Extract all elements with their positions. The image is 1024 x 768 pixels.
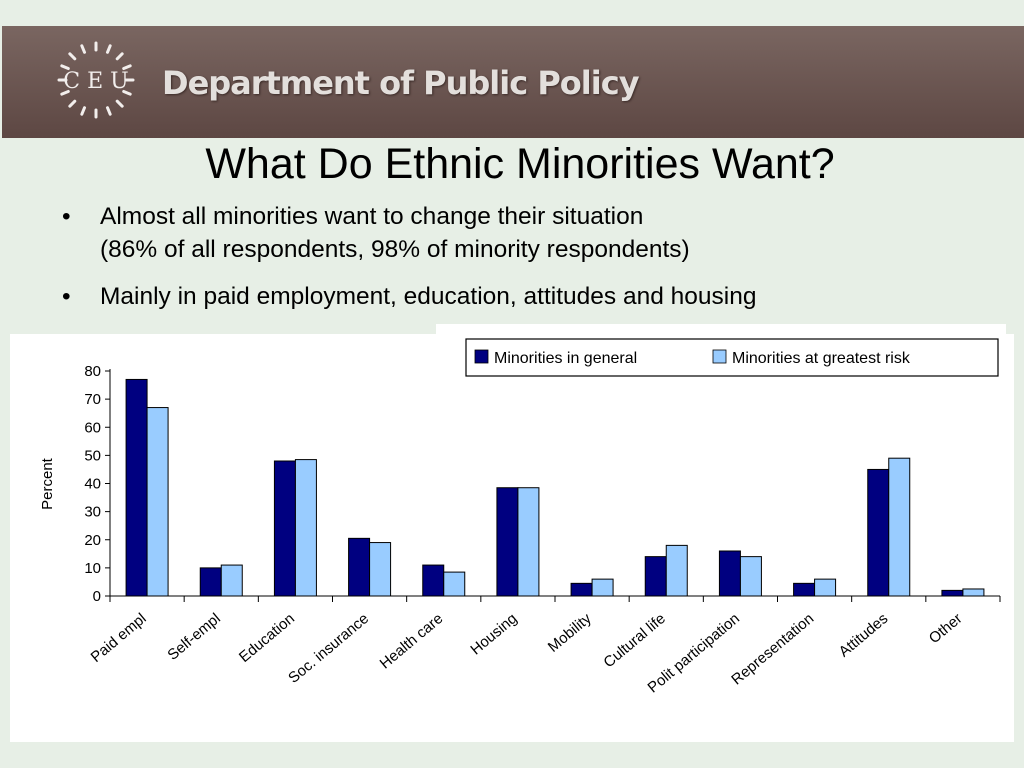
bar-risk xyxy=(739,556,762,597)
bar-risk xyxy=(888,457,911,597)
bar-general xyxy=(199,567,222,597)
bar-general xyxy=(570,582,593,597)
chart-legend: Minorities in general Minorities at grea… xyxy=(465,338,999,377)
slide-title: What Do Ethnic Minorities Want? xyxy=(205,140,835,188)
y-tick-label: 60 xyxy=(84,419,101,436)
bar-risk xyxy=(146,407,169,597)
logo-ray xyxy=(105,106,112,116)
department-title: Department of Public Policy xyxy=(162,64,640,102)
legend-label-risk: Minorities at greatest risk xyxy=(732,350,911,367)
bar-general xyxy=(496,487,519,597)
bullet-marker: • xyxy=(62,203,71,230)
logo-ray xyxy=(115,99,124,108)
ceu-logo: C E U xyxy=(57,41,135,119)
y-tick-label: 70 xyxy=(84,391,101,408)
x-tick-label: Housing xyxy=(467,610,520,658)
logo-ray xyxy=(80,44,87,54)
logo-star-icon xyxy=(57,41,135,119)
x-tick-label: Cultural life xyxy=(600,610,668,671)
x-tick-label: Other xyxy=(926,610,966,647)
logo-ray xyxy=(80,106,87,116)
bars xyxy=(125,378,985,597)
legend-frame xyxy=(465,338,999,377)
x-tick-label: Health care xyxy=(377,610,447,672)
logo-ray xyxy=(68,52,77,61)
bar-risk xyxy=(962,588,985,597)
bar-risk xyxy=(369,542,392,597)
bullet-text: Mainly in paid employment, education, at… xyxy=(100,283,757,310)
y-tick-label: 10 xyxy=(84,560,101,577)
legend-swatch-general xyxy=(474,349,489,364)
bar-general xyxy=(644,556,667,597)
logo-ray xyxy=(60,64,70,71)
logo-ray xyxy=(115,52,124,61)
bar-risk xyxy=(294,459,317,597)
legend-label-general: Minorities in general xyxy=(494,350,637,367)
y-tick-label: 80 xyxy=(84,363,101,380)
y-tick-label: 0 xyxy=(93,588,101,605)
bar-risk xyxy=(665,544,688,597)
header-banner xyxy=(2,26,1024,138)
logo-ray xyxy=(105,44,112,54)
bar-risk xyxy=(517,487,540,597)
legend-swatch-risk xyxy=(712,349,727,364)
y-tick-label: 40 xyxy=(84,476,101,493)
bar-general xyxy=(125,378,148,597)
x-tick-label: Soc. insurance xyxy=(285,610,372,687)
y-axis-label: Percent xyxy=(39,457,56,510)
y-tick-label: 20 xyxy=(84,532,101,549)
x-tick-label: Education xyxy=(236,610,298,666)
logo-text: C E U xyxy=(63,69,128,94)
logo-ray xyxy=(60,89,70,96)
chart-background xyxy=(436,324,1006,336)
x-tick-label: Self-empl xyxy=(164,610,223,664)
bar-general xyxy=(867,468,890,597)
logo-ray xyxy=(68,99,77,108)
logo-ray xyxy=(122,89,132,96)
bar-general xyxy=(793,582,816,597)
x-tick-label: Mobility xyxy=(545,610,595,656)
bar-general xyxy=(422,564,445,597)
bullet-text: Almost all minorities want to change the… xyxy=(100,203,644,230)
bar-general xyxy=(273,460,296,597)
bar-risk xyxy=(814,578,837,597)
bar-risk xyxy=(220,564,243,597)
y-tick-label: 50 xyxy=(84,447,101,464)
y-axis: 0 10 20 30 40 50 60 70 80 xyxy=(84,363,110,605)
bullet-marker: • xyxy=(62,283,71,310)
logo-ray xyxy=(122,64,132,71)
bar-general xyxy=(941,589,964,597)
bar-general xyxy=(348,537,371,597)
x-tick-label: Attitudes xyxy=(836,610,892,661)
x-tick-label: Paid empl xyxy=(88,610,150,666)
y-tick-label: 30 xyxy=(84,504,101,521)
bar-general xyxy=(718,550,741,597)
bar-risk xyxy=(591,578,614,597)
bullet-text: (86% of all respondents, 98% of minority… xyxy=(100,236,690,263)
bar-risk xyxy=(443,571,466,597)
